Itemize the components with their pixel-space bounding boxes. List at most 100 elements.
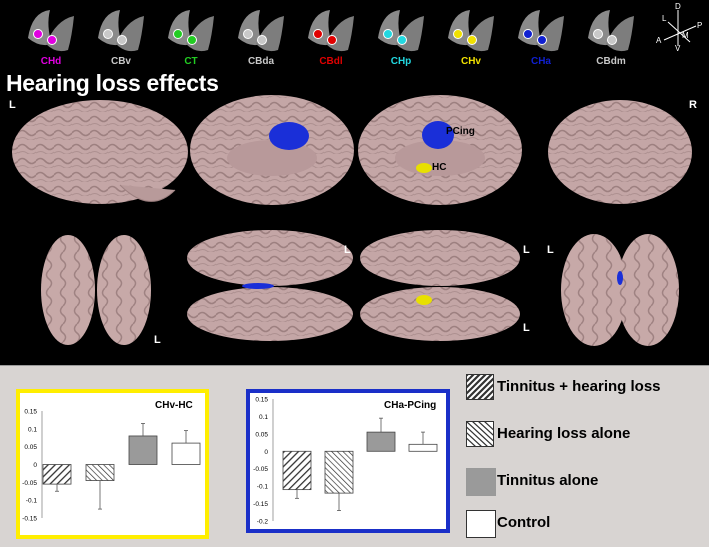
brain-frontal-right: [97, 235, 151, 345]
chart-cha-pcing: -0.2 -0.15 -0.1 -0.05 0 0.05 0.1 0.15 CHa-PCing: [246, 389, 450, 533]
seed-dot: [537, 35, 547, 45]
legend-label: Hearing loss alone: [497, 425, 631, 442]
seed-label: CHa: [530, 56, 551, 67]
brain-dorsal-bottom: [187, 287, 353, 341]
seed-label: CBda: [247, 56, 275, 67]
seed-thumbnail-icon: [518, 10, 564, 52]
brain-panel: CHd CBv CT CBda CBdl CHp CHv CHa CBdm D V A P L …: [0, 0, 709, 346]
blob-medial-left: [269, 122, 309, 150]
seed-dot: [187, 35, 197, 45]
pcing-label: PCing: [446, 126, 475, 137]
seed-thumbnail-icon: [588, 10, 634, 52]
white-swatch-icon: [466, 510, 496, 538]
bar-1: [282, 450, 312, 491]
view-label-frontal: L: [154, 334, 161, 346]
y-tick-label: -0.1: [257, 484, 269, 491]
dense-hatch-swatch-icon: [466, 374, 494, 400]
seed-label: CBdl: [319, 56, 343, 67]
seed-dot: [173, 29, 183, 39]
blob-ventral: [416, 295, 432, 305]
blob-occipital: [617, 271, 623, 285]
seed-dot: [47, 35, 57, 45]
seed-thumbnail-icon: [28, 10, 74, 52]
y-tick-label: -0.05: [253, 466, 268, 473]
y-tick-label: -0.1: [26, 498, 38, 505]
seed-dot: [327, 35, 337, 45]
seed-label: CHp: [390, 56, 412, 67]
seed-region-chd: CHd: [22, 4, 80, 70]
y-tick-label: 0.05: [255, 431, 268, 438]
seed-region-cha: CHa: [512, 4, 570, 70]
brain-ventral-bottom: [360, 287, 520, 341]
view-label-occipital: L: [547, 244, 554, 256]
blob-hc: [416, 163, 432, 173]
seed-dot: [607, 35, 617, 45]
seed-dot: [397, 35, 407, 45]
figure-title: Hearing loss effects: [6, 70, 219, 96]
axis-v-label: V: [675, 44, 681, 53]
brain-frontal-left: [41, 235, 95, 345]
axis-p-label: P: [697, 21, 703, 30]
bar-3: [128, 435, 158, 465]
seed-thumbnail-icon: [308, 10, 354, 52]
y-tick-label: 0.15: [24, 409, 37, 416]
axis-m-label: M: [682, 31, 689, 40]
right-hemisphere-label: R: [689, 99, 697, 111]
seed-region-chv: CHv: [442, 4, 500, 70]
chart-chv-hc-title: CHv-HC: [155, 400, 193, 411]
seed-thumbnail-icon: [448, 10, 494, 52]
chart-chv-hc-svg: -0.15 -0.1 -0.05 0 0.05 0.1 0.15: [22, 409, 201, 523]
view-label-ventral-bottom: L: [523, 322, 530, 334]
seed-region-ct: CT: [162, 4, 220, 70]
seed-thumbnail-icon: [378, 10, 424, 52]
seed-thumbnail-icon: [238, 10, 284, 52]
y-tick-label: 0.05: [24, 444, 37, 451]
seed-dot: [313, 29, 323, 39]
blob-dorsal: [242, 283, 274, 289]
cerebellum-left: [119, 184, 176, 202]
axis-compass: D V A P L M: [650, 2, 705, 53]
brain-dorsal-top: [187, 230, 353, 286]
y-tick-label: 0.15: [255, 397, 268, 404]
seed-dot: [523, 29, 533, 39]
blob-pcing: [422, 121, 454, 149]
y-tick-label: 0: [33, 462, 37, 469]
seed-dot: [593, 29, 603, 39]
gray-swatch-icon: [466, 468, 496, 496]
y-tick-label: -0.2: [257, 519, 269, 526]
legend-label: Control: [497, 514, 551, 531]
y-tick-label: -0.15: [22, 516, 37, 523]
legend-label: Tinnitus alone: [497, 472, 599, 489]
seed-dot: [257, 35, 267, 45]
view-label-dorsal: L: [344, 244, 351, 256]
seed-dot: [383, 29, 393, 39]
y-tick-label: 0.1: [28, 426, 37, 433]
y-tick-label: 0.1: [259, 414, 268, 421]
seed-label: CT: [184, 56, 198, 67]
seed-dot: [243, 29, 253, 39]
seed-thumbnail-icon: [98, 10, 144, 52]
seed-region-chp: CHp: [372, 4, 430, 70]
brain-ventral-top: [360, 230, 520, 286]
axis-l-label: L: [662, 14, 667, 23]
results-panel: -0.15 -0.1 -0.05 0 0.05 0.1 0.15 CHv-HC -0.2 -0…: [0, 365, 709, 547]
view-label-ventral-top: L: [523, 244, 530, 256]
seed-region-cbdl: CBdl: [302, 4, 360, 70]
left-hemisphere-label: L: [9, 99, 16, 111]
brain-surface-renders: [12, 95, 692, 346]
brain-occipital-left: [561, 234, 627, 346]
compass-icon: [663, 10, 697, 46]
y-tick-label: -0.05: [22, 480, 37, 487]
chart-chv-hc: -0.15 -0.1 -0.05 0 0.05 0.1 0.15 CHv-HC: [16, 389, 209, 539]
seed-region-cbdm: CBdm: [582, 4, 640, 70]
seed-region-row: CHd CBv CT CBda CBdl CHp CHv CHa CBdm: [0, 0, 709, 74]
seed-dot: [103, 29, 113, 39]
bar-2: [324, 450, 354, 494]
seed-dot: [117, 35, 127, 45]
axis-d-label: D: [675, 2, 681, 11]
legend-label: Tinnitus + hearing loss: [497, 378, 661, 395]
brain-occipital-right: [617, 234, 679, 346]
seed-region-cbv: CBv: [92, 4, 150, 70]
chart-cha-pcing-title: CHa-PCing: [384, 400, 437, 411]
